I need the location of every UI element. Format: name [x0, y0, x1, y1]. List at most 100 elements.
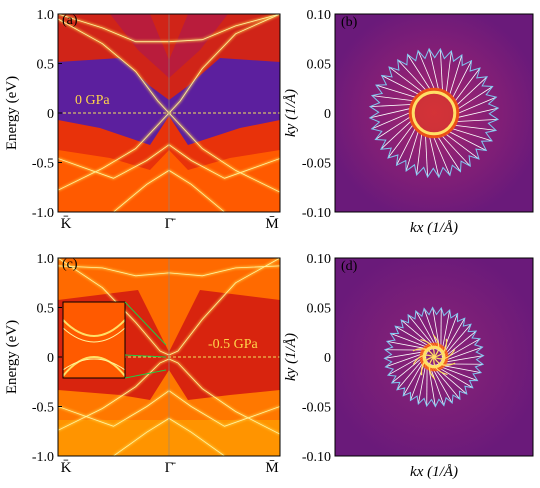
x-tick-label: Γ̄	[165, 216, 177, 232]
band-core	[168, 258, 280, 356]
y-tick-label: 0.10	[307, 8, 332, 23]
spin-arrow-shaft	[429, 137, 440, 178]
y-tick-label: 0	[47, 107, 54, 122]
x-tick-label: K̄	[61, 216, 72, 232]
spin-arrow-shaft	[416, 134, 423, 176]
swirl-band	[420, 356, 435, 376]
band-core	[58, 258, 170, 356]
x-tick-label: M̄	[265, 216, 278, 232]
frame-d	[334, 257, 534, 457]
y-axis-label: ky (1/Å)	[283, 89, 299, 137]
swirl-band	[428, 356, 436, 380]
fermi-contour-b	[408, 87, 460, 139]
panel-b: (b)	[334, 13, 534, 213]
x-tick-label: M̄	[265, 460, 278, 476]
spin-arrow-shaft	[388, 66, 422, 92]
band-core	[58, 112, 170, 191]
spin-arrow-shaft	[380, 121, 412, 150]
inset-c	[62, 301, 167, 379]
spin-arrow-shaft	[387, 125, 413, 159]
y-tick-label: 1.0	[37, 8, 55, 23]
band-core	[168, 14, 280, 114]
spin-arrow-shaft	[425, 136, 429, 178]
fermi-contour	[422, 345, 446, 369]
y-tick-label: 0.5	[37, 302, 55, 317]
spin-arrow-shaft	[433, 137, 451, 176]
x-axis-label: kx (1/Å)	[410, 464, 458, 480]
spin-arrow-shaft	[371, 95, 413, 102]
panel-label-d: (d)	[341, 259, 358, 274]
spin-arrow-shaft	[458, 86, 493, 110]
fermi-contour-glow	[408, 87, 460, 139]
panel-label-c: (c)	[62, 257, 78, 272]
y-tick-label: 0.05	[307, 302, 332, 317]
spin-arrow-shaft	[437, 137, 461, 172]
panel-c: (c) -0.5 GPa	[57, 257, 281, 457]
spin-arrow-shaft	[397, 59, 426, 91]
axes-text: 1.0 0.5 0 -0.5 -1.0 K̄ Γ̄ M̄ Energy (eV) 1.0 0.5 0 -…	[4, 8, 458, 480]
fermi-contour-glow	[419, 342, 449, 372]
y-tick-label: 0	[324, 351, 331, 366]
y-tick-label: -1.0	[32, 206, 54, 221]
x-tick-label: K̄	[61, 460, 72, 476]
band-core	[168, 358, 280, 435]
y-tick-label: -0.5	[32, 401, 54, 416]
y-tick-label: -0.10	[302, 450, 331, 465]
swirl-band	[420, 339, 435, 358]
spin-arrow-shaft	[449, 131, 487, 151]
spin-arrow-shaft	[375, 116, 410, 140]
spin-arrow-shaft	[446, 134, 480, 160]
x-axis-label: kx (1/Å)	[410, 220, 458, 236]
spin-arrow-shaft	[452, 60, 472, 98]
band-core	[58, 358, 170, 431]
spin-arrow-shaft	[445, 50, 452, 92]
y-tick-label: -0.5	[32, 157, 54, 172]
spin-arrow-shaft	[456, 76, 488, 105]
spin-arrow-shaft	[417, 50, 435, 89]
spin-arrow-shaft	[428, 48, 439, 89]
y-tick-label: -0.10	[302, 206, 331, 221]
spin-arrow-shaft	[407, 54, 431, 89]
swirl-band	[433, 338, 448, 358]
swirl-band	[433, 356, 456, 366]
y-tick-label: 0.10	[307, 252, 332, 267]
spin-arrow-shaft	[369, 104, 411, 108]
swirl-band	[412, 354, 435, 365]
spin-arrow-shaft	[381, 75, 419, 95]
panel-d: (d)	[334, 257, 534, 457]
panel-a: (a) 0 GPa	[57, 13, 281, 213]
spin-arrow-shaft	[458, 96, 497, 114]
spin-arrow-shaft	[457, 118, 499, 122]
spin-arrow-shaft	[405, 131, 419, 172]
y-axis-label: Energy (eV)	[4, 76, 20, 150]
y-tick-label: -1.0	[32, 450, 54, 465]
spin-arrow-shaft	[371, 112, 410, 130]
spin-arrow-shaft	[369, 108, 410, 119]
spin-arrows-d	[383, 306, 485, 408]
y-tick-label: 0	[47, 351, 54, 366]
fermi-contour-d	[412, 334, 456, 380]
y-tick-label: -0.05	[302, 157, 331, 172]
spin-arrow-shaft	[449, 54, 463, 95]
panel-label-a: (a)	[62, 13, 78, 28]
y-tick-label: 1.0	[37, 252, 55, 267]
y-axis-label: ky (1/Å)	[283, 333, 299, 381]
swirl-band	[412, 348, 435, 358]
y-tick-label: 0.05	[307, 58, 332, 73]
y-tick-label: 0	[324, 107, 331, 122]
spin-arrow-shaft	[396, 128, 416, 166]
spin-arrowheads	[368, 47, 500, 179]
swirl-band	[432, 334, 440, 358]
pressure-label-c: -0.5 GPa	[208, 337, 259, 352]
fermi-contour	[411, 90, 457, 136]
swirl-band	[433, 349, 456, 360]
spin-arrow-shaft	[458, 107, 499, 118]
y-tick-label: 0.5	[37, 58, 55, 73]
band-core	[168, 112, 280, 193]
frame-b	[334, 13, 534, 213]
x-tick-label: Γ̄	[165, 460, 177, 476]
swirl-band	[433, 356, 448, 375]
pressure-label-a: 0 GPa	[75, 93, 110, 108]
spin-arrowheads	[383, 306, 485, 408]
